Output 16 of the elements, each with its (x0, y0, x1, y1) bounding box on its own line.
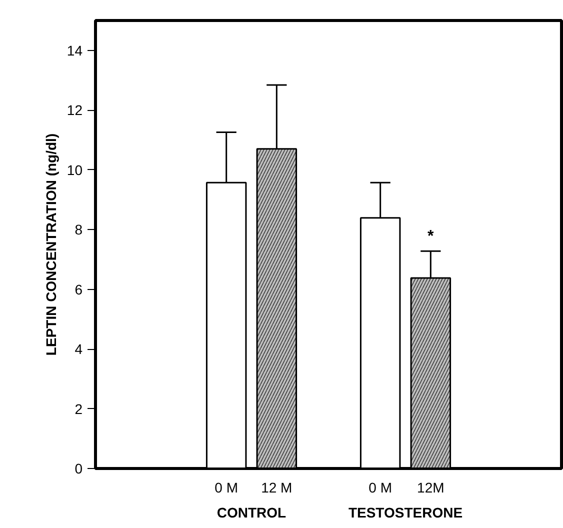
y-tick-label: 4 (74, 341, 83, 358)
y-tick-label: 2 (74, 400, 83, 417)
y-axis-title: LEPTIN CONCENTRATION (ng/dl) (42, 133, 59, 356)
x-tick-label: 0 M (214, 480, 238, 496)
y-tick-label: 0 (74, 460, 83, 476)
y-tick-label: 12 (66, 102, 83, 118)
y-tick-label: 8 (74, 222, 83, 238)
x-tick-label: 12 M (261, 480, 292, 496)
text: TESTOSTERONE (348, 504, 463, 520)
x-tick-label: 0 M (368, 480, 392, 496)
text: CONTROL (216, 504, 287, 520)
y-tick-label: 10 (66, 162, 83, 178)
y-tick-label: 6 (74, 281, 83, 298)
y-tick-label: 14 (66, 42, 83, 58)
x-tick-label: 12M (417, 480, 444, 496)
annotation: * (428, 228, 435, 246)
